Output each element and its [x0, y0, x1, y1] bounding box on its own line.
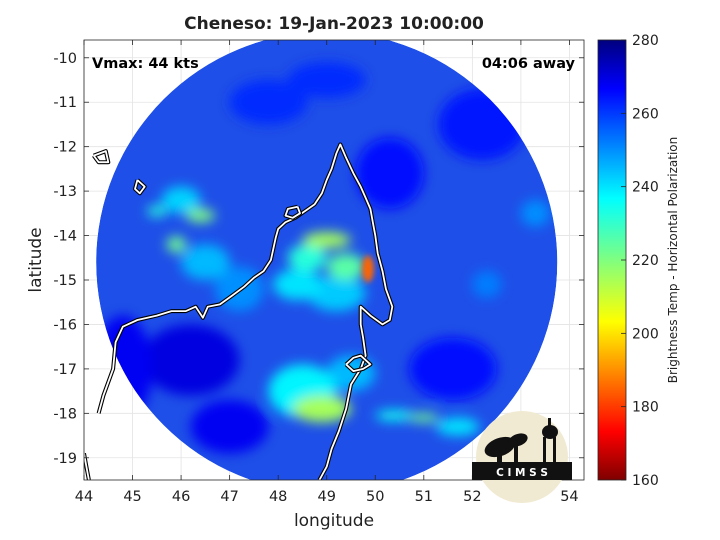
coastline-segment — [92, 150, 110, 164]
colorbar-tick-label: 200 — [632, 326, 659, 342]
x-tick-label: 45 — [123, 489, 141, 505]
y-tick-label: -13 — [53, 184, 77, 200]
tb-feature — [409, 413, 439, 423]
x-tick-label: 46 — [172, 489, 190, 505]
x-tick-label: 52 — [463, 489, 481, 505]
x-tick-label: 50 — [366, 489, 384, 505]
tb-feature — [181, 244, 230, 280]
y-tick-label: -11 — [53, 95, 77, 111]
y-tick-label: -12 — [53, 140, 77, 156]
tb-feature — [147, 205, 167, 217]
x-tick-label: 51 — [415, 489, 433, 505]
colorbar-tick-label: 280 — [632, 33, 659, 49]
coastline-segment — [284, 205, 301, 219]
coastline-segment — [134, 179, 146, 195]
colorbar-tick-label: 220 — [632, 253, 659, 269]
tb-feature — [287, 244, 327, 272]
tb-feature — [435, 417, 480, 436]
x-tick-label: 48 — [269, 489, 287, 505]
tb-feature — [190, 400, 269, 454]
y-tick-label: -14 — [53, 229, 77, 245]
cimss-logo: C I M S S — [472, 411, 572, 503]
tb-feature — [362, 255, 374, 283]
tb-feature — [520, 200, 551, 227]
vmax-label: Vmax: 44 kts — [92, 56, 199, 72]
tb-feature — [166, 236, 186, 253]
coastline-segment — [345, 354, 372, 372]
plot-title: Cheneso: 19-Jan-2023 10:00:00 — [184, 14, 484, 34]
x-tick-label: 54 — [560, 489, 578, 505]
colorbar-label: Brightness Temp - Horizontal Polarizatio… — [666, 136, 680, 384]
x-axis-label: longitude — [293, 511, 375, 531]
tb-feature — [229, 80, 308, 125]
axes-frame — [83, 39, 585, 481]
convective-core — [362, 255, 374, 283]
tb-feature — [292, 395, 351, 423]
coastline — [84, 142, 395, 480]
tb-feature — [161, 186, 201, 214]
coastline-segment — [97, 143, 394, 480]
y-tick-label: -10 — [53, 51, 77, 67]
svg-text:C I M S S: C I M S S — [496, 467, 548, 479]
y-axis-label: latitude — [26, 227, 46, 293]
y-axis-ticks: -10 -11 -12 -13 -14 -15 -16 -17 -18 -19 — [53, 51, 584, 467]
y-tick-label: -16 — [53, 317, 77, 333]
colorbar-tick-label: 260 — [632, 106, 659, 122]
y-tick-label: -18 — [53, 406, 77, 422]
tb-feature — [142, 324, 240, 396]
colorbar-tick-label: 180 — [632, 400, 659, 416]
y-tick-label: -17 — [53, 362, 77, 378]
tb-feature — [307, 275, 366, 312]
colorbar-tick-label: 240 — [632, 180, 659, 196]
x-tick-label: 47 — [220, 489, 238, 505]
tb-feature — [185, 208, 216, 223]
time-away-label: 04:06 away — [482, 56, 576, 72]
tb-feature — [355, 137, 424, 209]
tb-feature — [302, 232, 351, 248]
x-tick-label: 44 — [75, 489, 93, 505]
colorbar-tick-label: 160 — [632, 473, 659, 489]
tb-feature — [409, 337, 497, 400]
y-tick-label: -15 — [53, 273, 77, 289]
tb-feature — [273, 268, 322, 301]
tb-feature — [375, 410, 415, 421]
y-tick-label: -19 — [53, 451, 77, 467]
tb-feature — [472, 271, 502, 298]
colorbar-ticks: 160 180 200 220 240 260 280 — [621, 33, 659, 489]
x-tick-label: 49 — [317, 489, 335, 505]
tb-feature — [326, 253, 366, 280]
tb-feature — [287, 62, 366, 98]
